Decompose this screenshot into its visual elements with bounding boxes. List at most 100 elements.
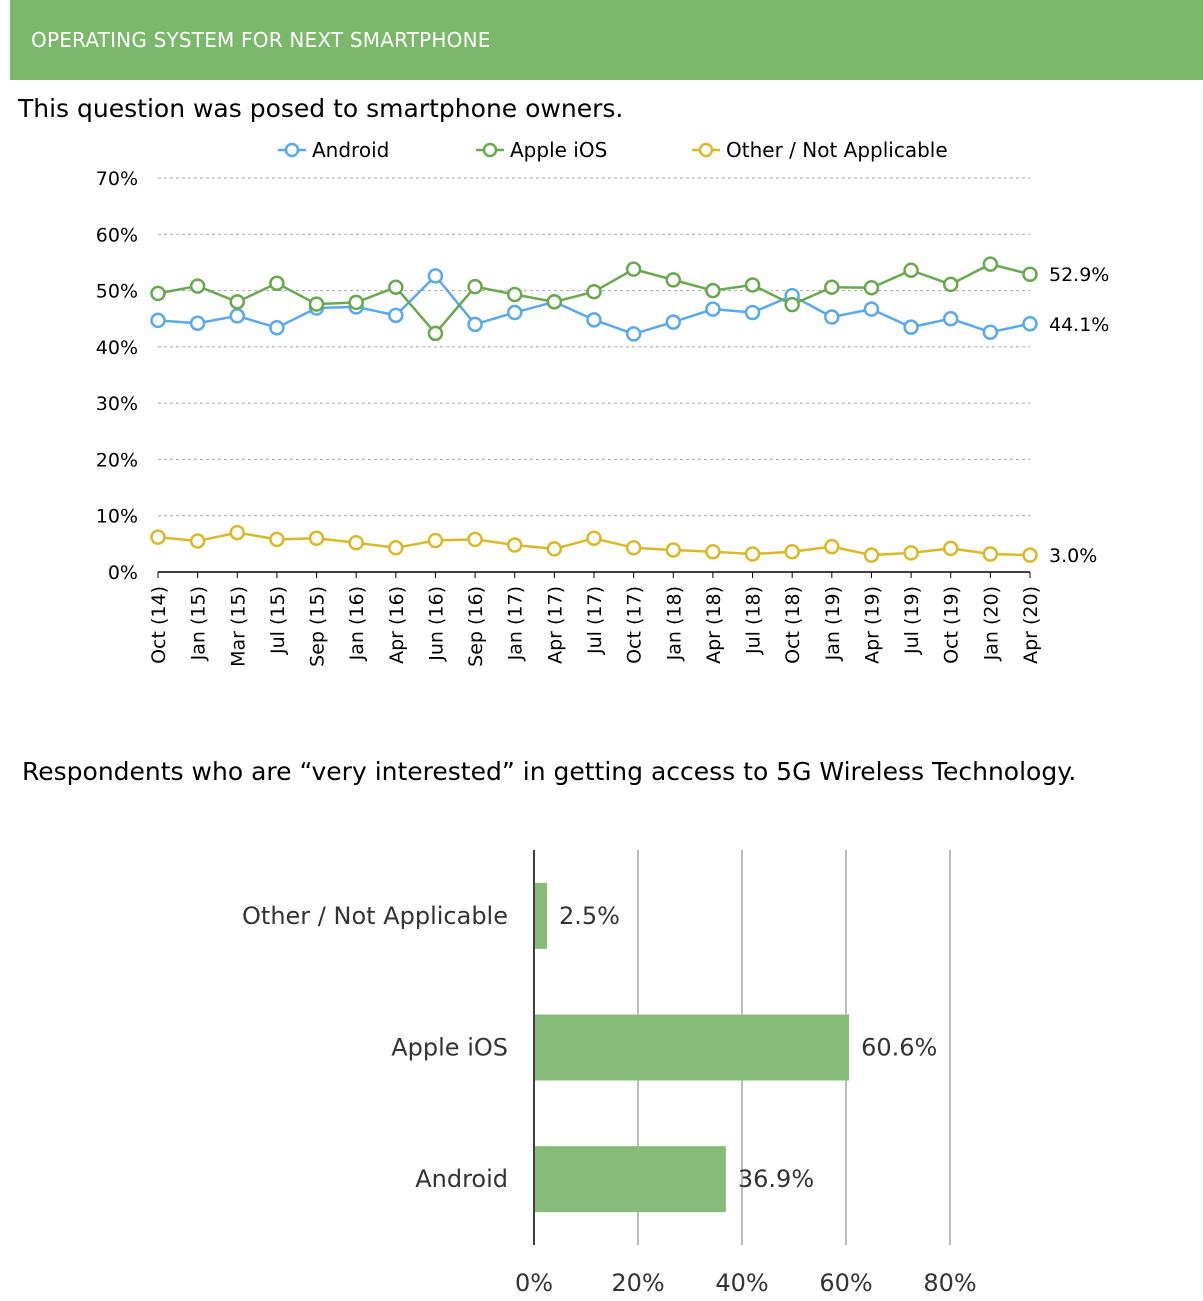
data-point bbox=[1022, 266, 1038, 282]
data-point bbox=[744, 277, 761, 293]
data-point bbox=[467, 531, 483, 548]
data-point bbox=[348, 534, 364, 551]
data-point bbox=[903, 545, 919, 561]
x-tick-label: Apr (19) bbox=[861, 586, 883, 664]
end-value-label: 3.0% bbox=[1049, 545, 1097, 567]
data-point bbox=[388, 279, 404, 295]
legend-marker bbox=[284, 142, 300, 158]
data-point bbox=[863, 280, 880, 296]
x-tick-label: Apr (18) bbox=[703, 586, 725, 664]
data-point bbox=[506, 537, 523, 553]
data-point bbox=[824, 279, 840, 295]
x-tick-label: Oct (19) bbox=[941, 586, 963, 664]
data-point bbox=[784, 296, 800, 313]
x-tick-label: Oct (17) bbox=[624, 586, 646, 664]
data-point bbox=[308, 530, 325, 546]
data-point bbox=[942, 310, 959, 327]
data-point bbox=[467, 316, 483, 333]
data-point bbox=[229, 294, 246, 310]
data-point bbox=[982, 324, 999, 340]
x-tick-label: 80% bbox=[923, 1269, 976, 1297]
bar bbox=[534, 882, 547, 949]
data-point bbox=[506, 286, 523, 303]
data-point bbox=[506, 304, 523, 321]
end-value-label: 44.1% bbox=[1049, 314, 1109, 336]
data-point bbox=[308, 296, 325, 312]
bar-value-label: 60.6% bbox=[861, 1034, 937, 1062]
series-other-not-applicable: 3.0% bbox=[150, 524, 1097, 567]
data-point bbox=[427, 268, 444, 284]
legend-marker bbox=[482, 142, 498, 158]
legend-item: Apple iOS bbox=[476, 138, 607, 162]
x-tick-label: Jul (18) bbox=[743, 586, 765, 655]
y-tick-label: 30% bbox=[96, 393, 138, 415]
bar bbox=[534, 1146, 726, 1213]
data-point bbox=[982, 256, 999, 272]
data-point bbox=[863, 547, 880, 563]
x-tick-label: Oct (18) bbox=[782, 586, 804, 664]
data-point bbox=[625, 326, 642, 342]
data-point bbox=[784, 543, 800, 560]
data-point bbox=[546, 294, 563, 310]
x-tick-label: Jun (16) bbox=[425, 586, 447, 662]
x-tick-label: Jan (18) bbox=[663, 586, 685, 661]
y-tick-label: 60% bbox=[96, 224, 138, 246]
data-point bbox=[705, 301, 721, 317]
x-tick-label: Jul (17) bbox=[584, 586, 606, 655]
legend-item: Android bbox=[278, 138, 389, 162]
line-chart: 0% 10% 20% 30% 40% 50% 60% 70% Oct (14) Jan (15) M… bbox=[96, 138, 1110, 667]
y-tick-label: 0% bbox=[108, 562, 138, 584]
data-point bbox=[665, 272, 682, 288]
data-point bbox=[625, 540, 642, 556]
x-tick-label: Jan (15) bbox=[188, 586, 210, 661]
x-tick-label: Sep (15) bbox=[307, 586, 329, 667]
data-point bbox=[824, 309, 840, 325]
category-label: Other / Not Applicable bbox=[242, 902, 508, 930]
bar-value-label: 36.9% bbox=[738, 1165, 814, 1193]
data-point bbox=[665, 542, 682, 558]
x-tick-label: Apr (16) bbox=[386, 586, 408, 664]
data-point bbox=[150, 312, 166, 329]
x-tick-label: Oct (14) bbox=[148, 586, 170, 664]
header-banner: OPERATING SYSTEM FOR NEXT SMARTPHONE bbox=[10, 0, 1203, 80]
legend-label: Android bbox=[312, 138, 389, 162]
bar-other-not-applicable: Other / Not Applicable 2.5% bbox=[242, 882, 620, 949]
data-point bbox=[903, 319, 919, 335]
x-tick-label: 40% bbox=[715, 1269, 768, 1297]
data-point bbox=[903, 262, 919, 279]
data-point bbox=[546, 541, 563, 557]
data-point bbox=[1022, 316, 1038, 332]
data-point bbox=[665, 314, 682, 330]
end-value-label: 52.9% bbox=[1049, 264, 1109, 286]
data-point bbox=[824, 538, 840, 555]
data-point bbox=[388, 540, 404, 556]
bar-apple-ios: Apple iOS 60.6% bbox=[391, 1014, 937, 1081]
x-tick-label: 0% bbox=[515, 1269, 553, 1297]
series-apple-ios: 52.9% bbox=[150, 256, 1109, 342]
data-point bbox=[942, 276, 959, 293]
data-point bbox=[229, 524, 246, 541]
data-point bbox=[189, 315, 206, 331]
x-tick-label: Mar (15) bbox=[227, 586, 249, 667]
data-point bbox=[705, 282, 721, 299]
data-point bbox=[467, 278, 483, 295]
header-title: OPERATING SYSTEM FOR NEXT SMARTPHONE bbox=[31, 28, 491, 52]
data-point bbox=[1022, 547, 1038, 563]
data-point bbox=[388, 307, 404, 324]
x-tick-label: Apr (17) bbox=[544, 586, 566, 664]
data-point bbox=[942, 540, 959, 557]
data-point bbox=[269, 319, 285, 336]
data-point bbox=[150, 529, 166, 545]
data-point bbox=[863, 301, 880, 317]
x-tick-label: Jan (17) bbox=[505, 586, 527, 661]
data-point bbox=[625, 261, 642, 277]
x-tick-label: 60% bbox=[819, 1269, 872, 1297]
data-point bbox=[189, 533, 206, 549]
bar-value-label: 2.5% bbox=[559, 902, 620, 930]
x-tick-label: Jul (15) bbox=[267, 586, 289, 655]
category-label: Android bbox=[415, 1165, 508, 1193]
legend-label: Other / Not Applicable bbox=[726, 138, 948, 162]
data-point bbox=[189, 278, 206, 294]
data-point bbox=[744, 546, 761, 562]
